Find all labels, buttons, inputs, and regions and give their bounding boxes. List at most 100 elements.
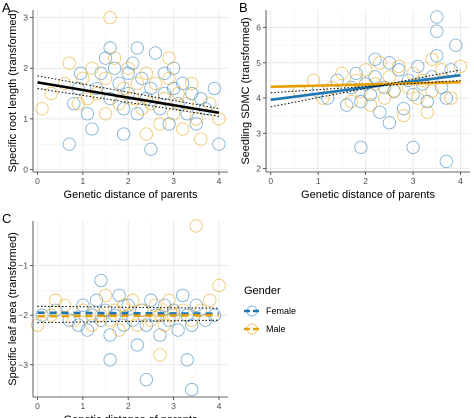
x-tick-label: 2 (126, 176, 131, 186)
data-point (180, 353, 194, 367)
panel-tag: C (2, 211, 11, 226)
panel-tag: A (2, 0, 11, 15)
data-point (382, 116, 396, 130)
data-point (340, 98, 354, 112)
data-point (189, 117, 203, 131)
data-point (98, 288, 113, 303)
data-point (80, 107, 95, 121)
data-point (194, 132, 208, 146)
data-point (130, 76, 144, 91)
data-point (67, 97, 81, 111)
data-point (406, 87, 420, 102)
data-point (449, 38, 463, 52)
y-tick-label: 1 (23, 114, 28, 124)
data-point (176, 122, 190, 136)
data-point (117, 81, 131, 96)
data-point (189, 112, 203, 126)
x-tick-label: 1 (81, 401, 86, 411)
fit-line (37, 311, 219, 316)
data-point (396, 101, 411, 116)
data-point (430, 24, 444, 38)
data-point (439, 154, 453, 169)
legend-key-point (246, 323, 258, 335)
data-point (420, 105, 434, 119)
data-point (58, 298, 72, 312)
data-point (139, 127, 154, 141)
data-point (148, 76, 163, 91)
y-tick-label: 0 (23, 164, 28, 174)
data-point (411, 91, 425, 105)
y-axis-title: Seedling SDMC (transformed) (240, 17, 252, 164)
y-tick-label: 3 (23, 13, 28, 23)
data-point (207, 81, 222, 96)
data-point (44, 86, 58, 101)
confidence-line (37, 319, 219, 324)
data-point (85, 61, 99, 75)
data-point (58, 76, 72, 91)
data-point (117, 127, 131, 141)
y-tick-label: −2 (18, 310, 28, 320)
data-point (62, 137, 76, 151)
data-point (117, 102, 131, 116)
data-point (89, 81, 104, 96)
data-point (157, 86, 172, 101)
confidence-line (270, 79, 461, 94)
data-point (130, 41, 144, 55)
panel-b: 0 1 2 3 4 2 3 4 5 6 Genetic distance of parents See… (239, 0, 470, 201)
y-tick-label: 6 (256, 23, 261, 33)
data-point (368, 52, 382, 66)
x-tick-label: 0 (35, 401, 40, 411)
fit-line (37, 81, 220, 115)
data-point (166, 107, 181, 121)
y-tick-label: −3 (18, 360, 28, 370)
x-tick-label: 4 (458, 176, 463, 186)
data-point (411, 59, 425, 73)
data-point (382, 56, 396, 70)
data-point (130, 338, 144, 352)
panel-tag: B (239, 0, 248, 15)
legend: Gender Female Male (244, 285, 296, 336)
data-point (144, 81, 158, 96)
data-point (425, 52, 439, 66)
data-point (76, 303, 90, 317)
x-tick-label: 1 (316, 176, 321, 186)
fit-line (37, 313, 219, 318)
confidence-line (270, 69, 461, 108)
data-point (330, 73, 344, 88)
x-axis-title: Genetic distance of parents (301, 189, 435, 201)
confidence-line (37, 87, 220, 117)
data-point (126, 313, 140, 327)
y-tick-label: 4 (256, 93, 261, 103)
data-point (444, 91, 458, 105)
panel-c: 0 1 2 3 4 −3 −2 −1 Genetic distance of parents Sp… (2, 211, 228, 418)
data-point (107, 51, 122, 65)
data-point (144, 142, 158, 156)
legend-key-point (246, 305, 258, 317)
data-point (162, 293, 176, 307)
data-point (363, 98, 378, 112)
x-tick-label: 3 (411, 176, 416, 186)
data-point (430, 10, 444, 24)
data-point (171, 86, 185, 101)
y-tick-label: 5 (256, 58, 261, 68)
data-point (212, 278, 226, 293)
legend-label-male: Male (266, 324, 286, 334)
data-point (349, 66, 363, 81)
y-tick-label: 3 (256, 128, 261, 138)
data-point (358, 63, 373, 77)
data-point (35, 102, 49, 116)
data-point (98, 71, 113, 85)
data-point (126, 293, 140, 307)
data-point (185, 382, 199, 397)
data-point (62, 313, 76, 327)
x-tick-label: 1 (81, 176, 86, 186)
data-point (107, 61, 122, 75)
data-point (89, 293, 104, 307)
data-point (103, 328, 117, 342)
x-tick-label: 3 (171, 176, 176, 186)
y-axis-title: Specific leaf area (transformed) (7, 232, 19, 385)
data-point (176, 288, 190, 303)
confidence-line (37, 305, 219, 309)
data-point (392, 63, 406, 77)
y-axis-title: Specific root length (transformed) (7, 10, 19, 173)
